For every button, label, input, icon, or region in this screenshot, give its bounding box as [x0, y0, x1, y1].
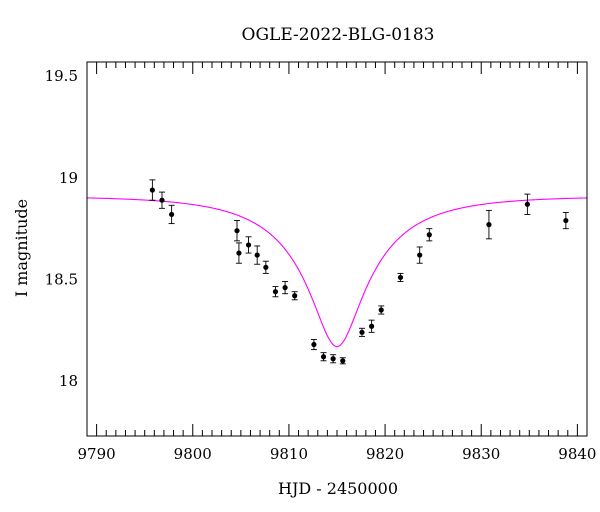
- data-point-22: [485, 209, 492, 240]
- data-point-marker: [292, 293, 298, 299]
- data-point-8: [262, 260, 269, 274]
- data-point-marker: [486, 222, 492, 228]
- model-curve-layer: [86, 197, 588, 348]
- data-point-marker: [254, 252, 260, 258]
- data-point-24: [562, 211, 569, 230]
- data-point-5: [235, 242, 242, 264]
- data-point-marker: [426, 232, 432, 238]
- data-point-marker: [397, 274, 404, 281]
- data-point-6: [245, 236, 252, 254]
- x-axis-label: HJD - 2450000: [278, 479, 398, 498]
- data-point-10: [282, 281, 289, 295]
- data-point-9: [272, 286, 279, 298]
- data-point-marker: [359, 329, 365, 335]
- data-point-7: [254, 245, 261, 265]
- data-point-20: [416, 246, 423, 264]
- x-tick-label: 9830: [462, 445, 500, 463]
- data-point-marker: [245, 242, 252, 248]
- x-tick-label: 9840: [558, 445, 596, 463]
- data-point-marker: [563, 217, 569, 224]
- data-point-11: [291, 291, 298, 301]
- data-point-marker: [236, 250, 242, 256]
- data-point-marker: [378, 307, 384, 313]
- data-point-19: [397, 272, 404, 282]
- data-point-marker: [159, 197, 165, 203]
- data-point-14: [330, 354, 337, 364]
- chart-title: OGLE-2022-BLG-0183: [242, 25, 435, 45]
- data-point-12: [310, 339, 317, 351]
- data-point-1: [149, 179, 156, 201]
- y-tick-label: 18: [59, 372, 78, 390]
- data-point-2: [159, 191, 165, 209]
- data-point-marker: [369, 323, 375, 329]
- data-point-3: [168, 204, 175, 225]
- x-tick-label: 9810: [270, 445, 308, 463]
- axes-frame: [86, 61, 588, 437]
- data-point-18: [378, 305, 385, 315]
- data-point-marker: [263, 264, 269, 270]
- data-point-marker: [311, 341, 317, 348]
- data-point-marker: [320, 354, 327, 360]
- data-point-marker: [524, 201, 530, 207]
- y-tick-label: 18.5: [45, 270, 78, 288]
- model-curve: [86, 197, 588, 348]
- data-point-21: [426, 228, 433, 242]
- data-point-23: [524, 193, 531, 215]
- y-tick-label: 19: [59, 169, 78, 187]
- data-point-marker: [282, 285, 288, 291]
- data-point-marker: [340, 358, 346, 364]
- x-tick-label: 9790: [78, 445, 116, 463]
- plot-frame: [86, 61, 588, 437]
- data-point-marker: [330, 356, 336, 362]
- data-point-4: [234, 220, 240, 242]
- data-point-16: [359, 327, 365, 337]
- data-point-15: [339, 357, 346, 365]
- data-point-marker: [234, 228, 240, 234]
- y-axis-label: I magnitude: [12, 199, 31, 297]
- data-points-layer: [149, 179, 569, 365]
- tick-labels: 9790 9800 9810 9820 9830 9840 18 18.5 19 19.5: [45, 67, 597, 463]
- x-tick-label: 9820: [366, 445, 404, 463]
- data-point-marker: [169, 211, 175, 218]
- y-tick-label: 19.5: [45, 67, 78, 85]
- x-tick-label: 9800: [174, 445, 212, 463]
- data-point-marker: [149, 187, 155, 193]
- data-point-17: [368, 319, 375, 333]
- data-point-marker: [417, 252, 423, 258]
- data-point-marker: [272, 289, 279, 295]
- data-point-13: [320, 352, 327, 362]
